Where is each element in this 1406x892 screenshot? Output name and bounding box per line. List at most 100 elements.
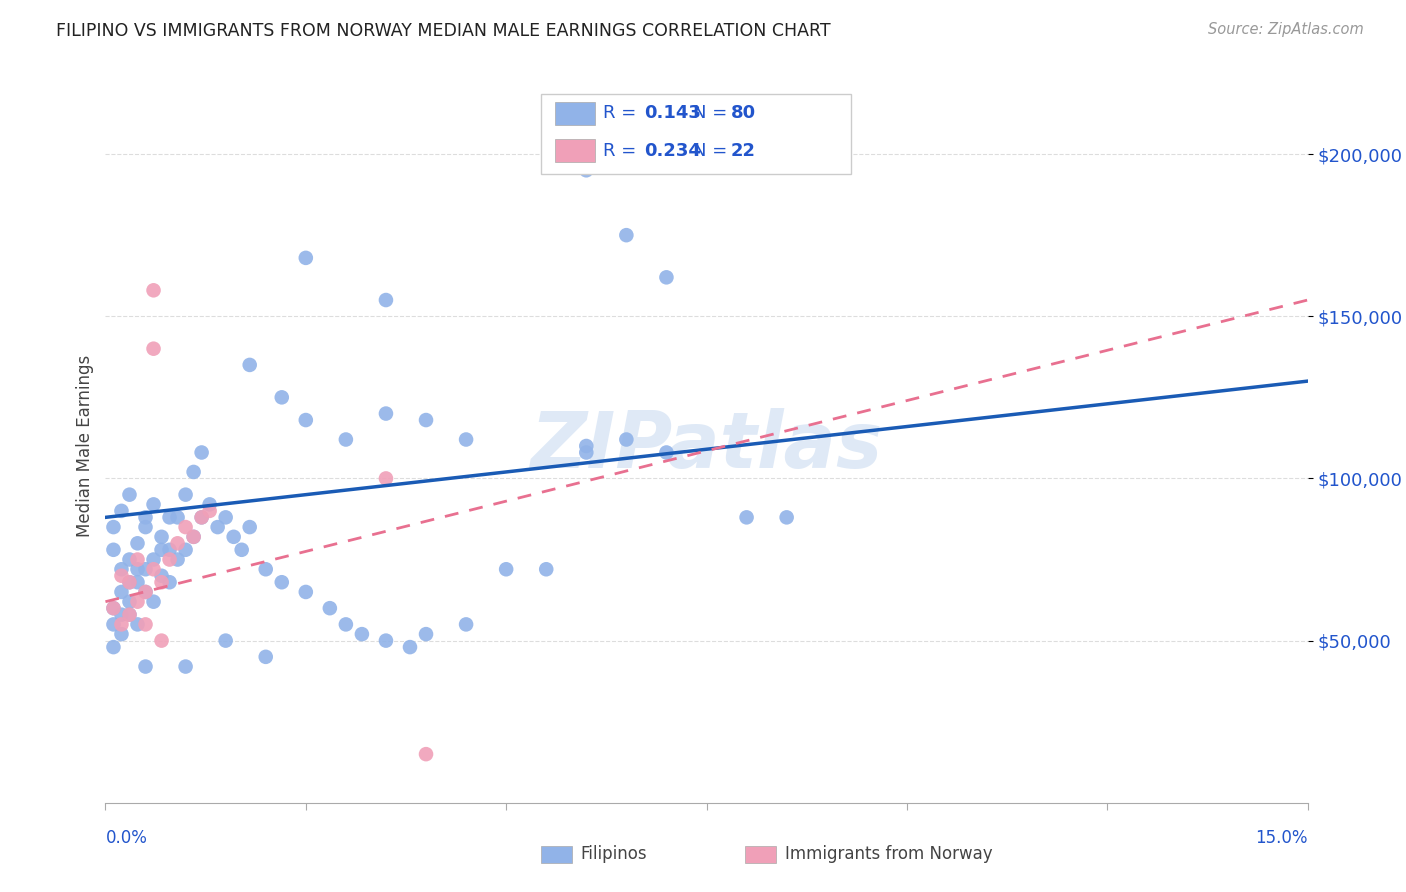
Text: Source: ZipAtlas.com: Source: ZipAtlas.com xyxy=(1208,22,1364,37)
Point xyxy=(454,433,477,447)
Text: Immigrants from Norway: Immigrants from Norway xyxy=(785,845,993,863)
Point xyxy=(103,601,125,615)
Point xyxy=(319,601,342,615)
Point xyxy=(214,510,236,524)
Point xyxy=(335,617,357,632)
Text: FILIPINO VS IMMIGRANTS FROM NORWAY MEDIAN MALE EARNINGS CORRELATION CHART: FILIPINO VS IMMIGRANTS FROM NORWAY MEDIA… xyxy=(56,22,831,40)
Point xyxy=(118,488,141,502)
Point xyxy=(166,552,188,566)
Point xyxy=(534,562,557,576)
Point xyxy=(335,433,357,447)
Point xyxy=(616,433,638,447)
Text: R =: R = xyxy=(603,142,643,160)
Point xyxy=(159,510,181,524)
Point xyxy=(575,439,598,453)
Point xyxy=(174,659,197,673)
Point xyxy=(295,585,318,599)
Point xyxy=(655,445,678,459)
Point xyxy=(374,633,398,648)
Point xyxy=(110,627,132,641)
Point xyxy=(239,520,262,534)
Point xyxy=(110,568,132,582)
Point xyxy=(183,530,205,544)
Point xyxy=(166,510,188,524)
Point xyxy=(198,504,221,518)
Point xyxy=(150,568,173,582)
Point xyxy=(150,575,173,590)
Point xyxy=(183,530,205,544)
Point xyxy=(110,504,132,518)
Point xyxy=(190,445,212,459)
Point xyxy=(142,595,165,609)
Point xyxy=(127,595,149,609)
Point xyxy=(135,520,157,534)
Point xyxy=(254,649,277,664)
Point xyxy=(616,228,638,243)
Point xyxy=(495,562,517,576)
Point xyxy=(415,747,437,761)
Text: 22: 22 xyxy=(731,142,756,160)
Point xyxy=(110,617,132,632)
Point xyxy=(159,575,181,590)
Point xyxy=(350,627,373,641)
Point xyxy=(415,627,437,641)
Point xyxy=(135,510,157,524)
Point xyxy=(118,607,141,622)
Point xyxy=(374,407,398,421)
Point xyxy=(374,293,398,307)
Point xyxy=(135,585,157,599)
Point xyxy=(776,510,799,524)
Point xyxy=(166,536,188,550)
Point xyxy=(190,510,212,524)
Point xyxy=(103,520,125,534)
Point xyxy=(150,542,173,557)
Point xyxy=(254,562,277,576)
Point xyxy=(103,601,125,615)
Text: R =: R = xyxy=(603,104,643,122)
Point xyxy=(110,607,132,622)
Point xyxy=(159,552,181,566)
Point xyxy=(239,358,262,372)
Point xyxy=(118,607,141,622)
Point xyxy=(198,497,221,511)
Point xyxy=(135,659,157,673)
Point xyxy=(575,163,598,178)
Point xyxy=(454,617,477,632)
Point xyxy=(174,520,197,534)
Text: 80: 80 xyxy=(731,104,756,122)
Point xyxy=(127,552,149,566)
Point xyxy=(159,542,181,557)
Point xyxy=(295,413,318,427)
Point xyxy=(110,562,132,576)
Point xyxy=(142,283,165,297)
Text: 0.234: 0.234 xyxy=(644,142,700,160)
Point xyxy=(183,465,205,479)
Point xyxy=(270,390,292,404)
Point xyxy=(118,595,141,609)
Point xyxy=(127,575,149,590)
Point xyxy=(231,542,253,557)
Point xyxy=(142,562,165,576)
Point xyxy=(655,270,678,285)
Y-axis label: Median Male Earnings: Median Male Earnings xyxy=(76,355,94,537)
Point xyxy=(174,542,197,557)
Point xyxy=(118,575,141,590)
Point xyxy=(295,251,318,265)
Point xyxy=(118,575,141,590)
Point xyxy=(575,445,598,459)
Text: 0.0%: 0.0% xyxy=(105,829,148,847)
Point xyxy=(374,471,398,485)
Point xyxy=(118,552,141,566)
Point xyxy=(150,633,173,648)
Point xyxy=(142,342,165,356)
Point xyxy=(735,510,758,524)
Point xyxy=(135,585,157,599)
Text: N =: N = xyxy=(693,142,733,160)
Point xyxy=(103,617,125,632)
Point xyxy=(222,530,245,544)
Point xyxy=(127,536,149,550)
Point xyxy=(127,562,149,576)
Point xyxy=(135,617,157,632)
Point xyxy=(142,552,165,566)
Point xyxy=(214,633,236,648)
